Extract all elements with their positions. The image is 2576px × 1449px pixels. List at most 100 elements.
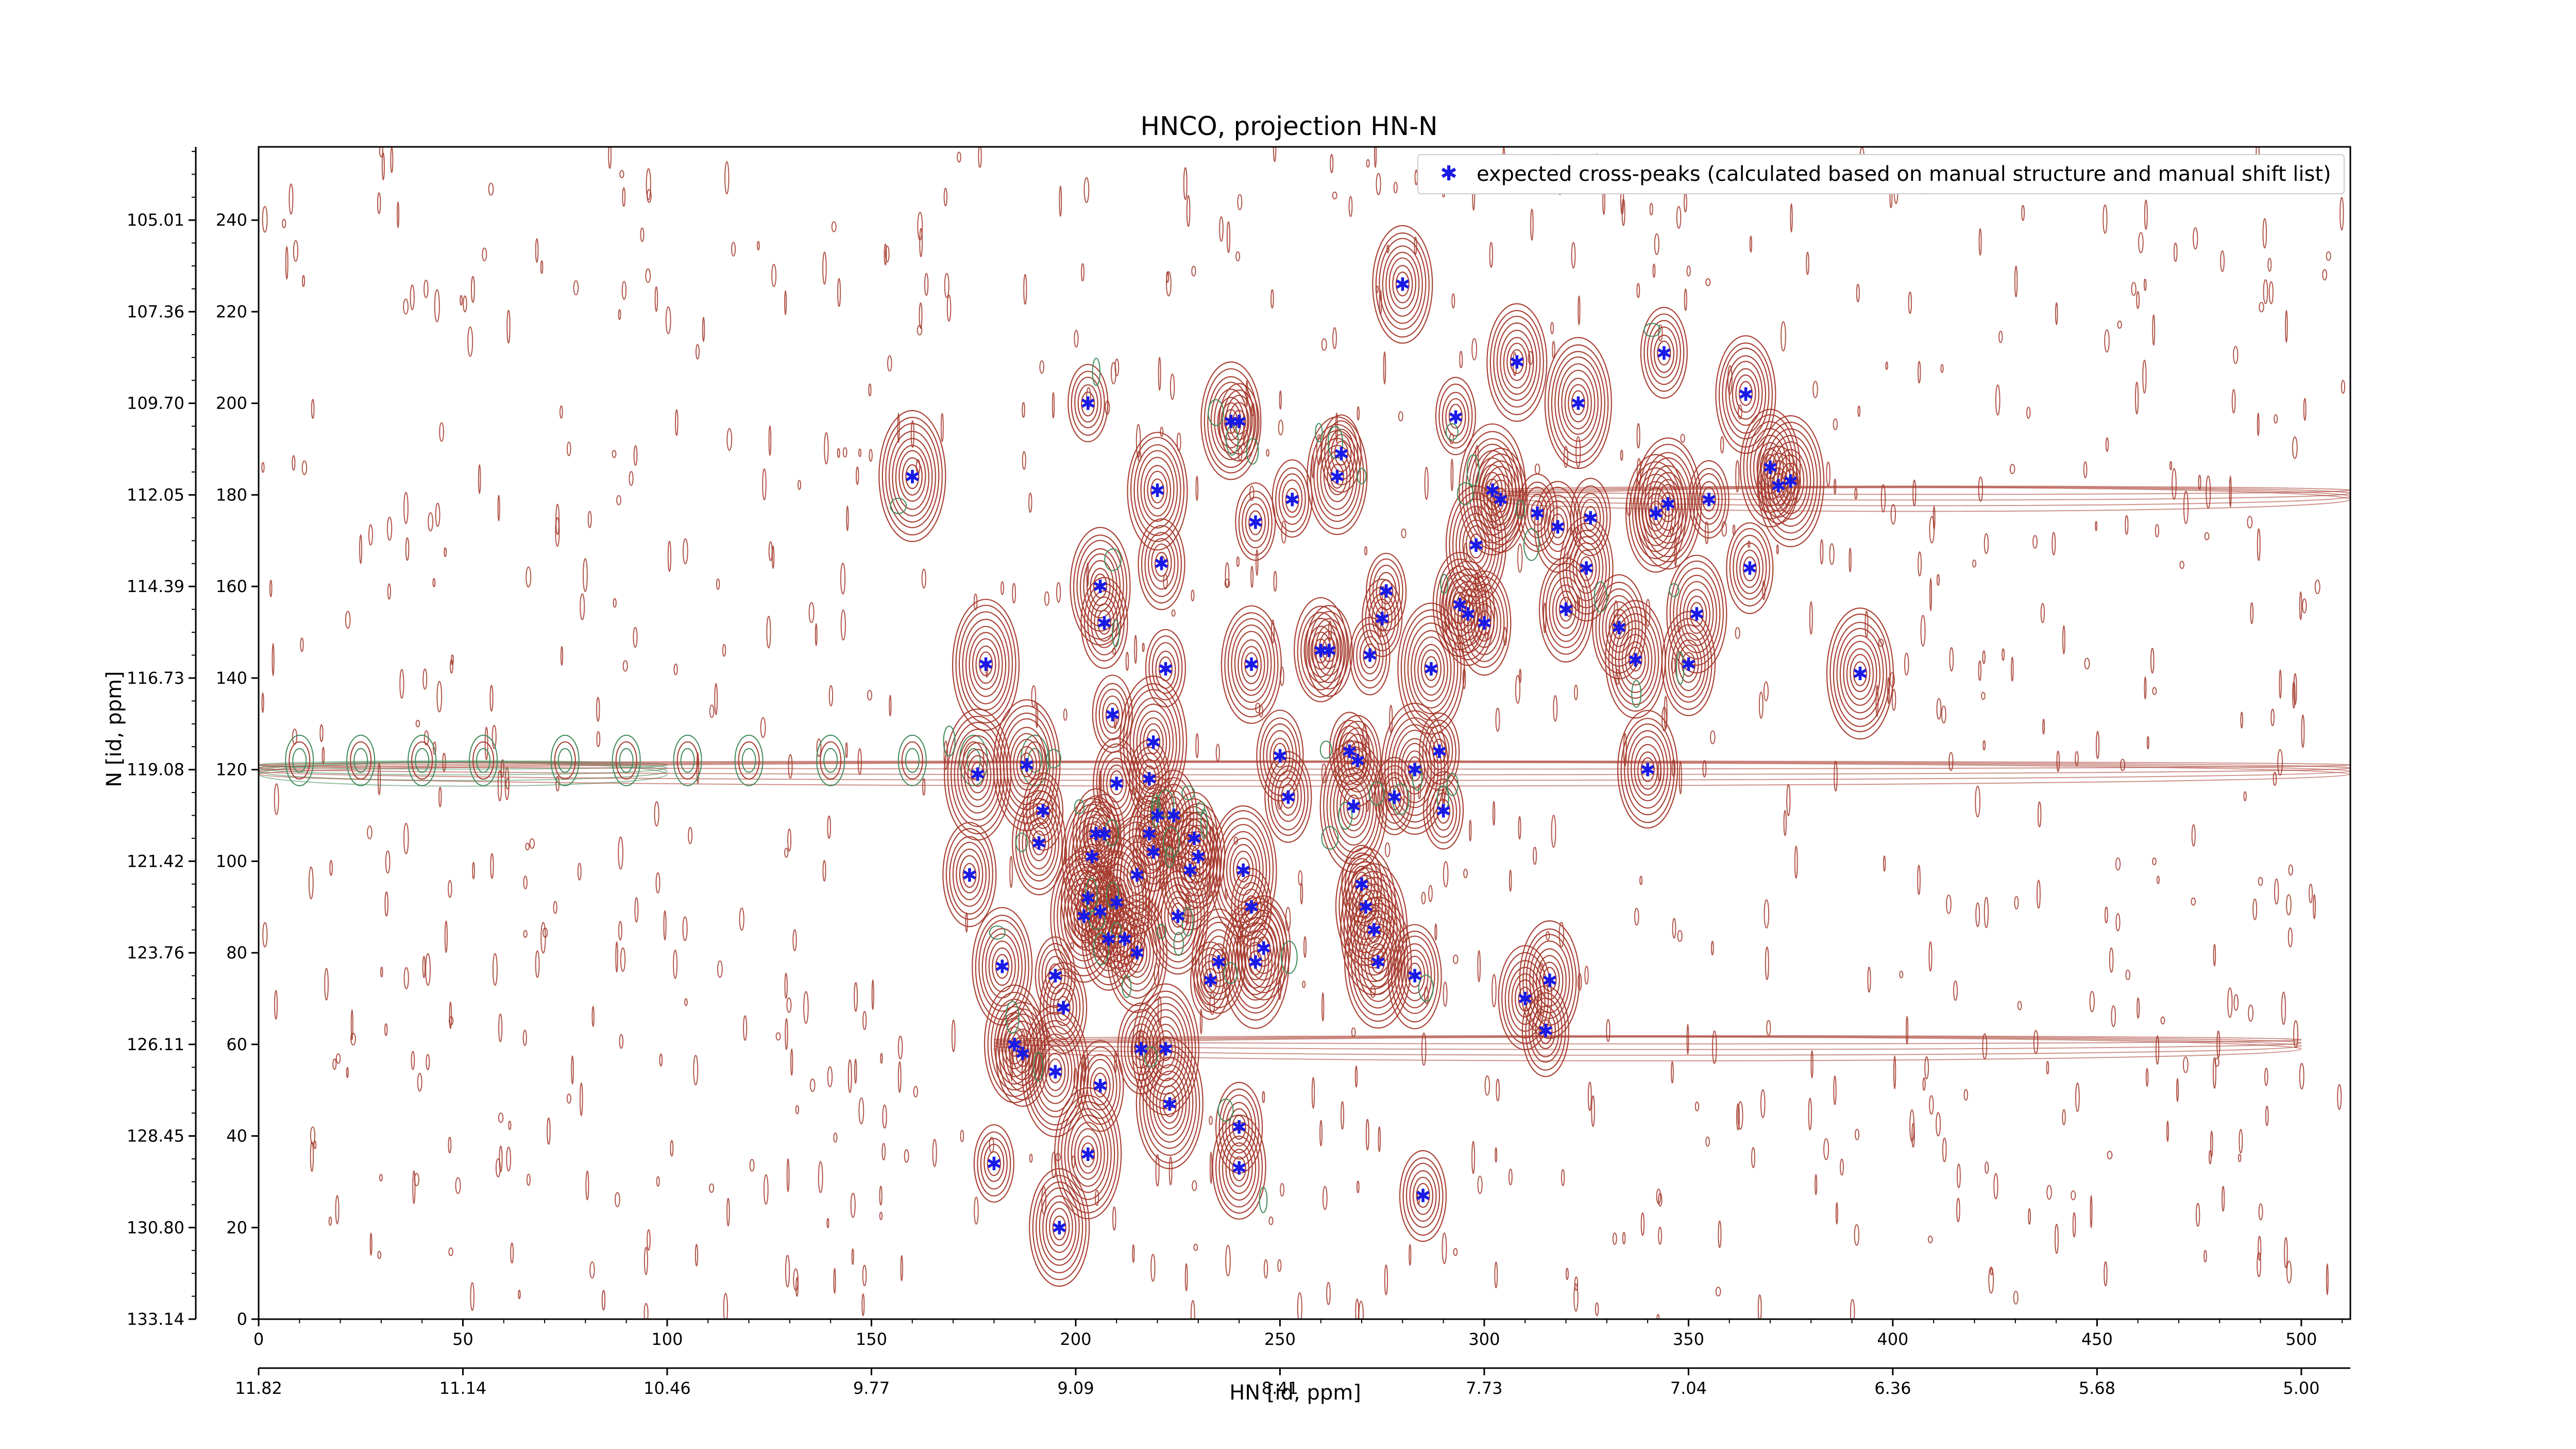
noise-contour xyxy=(1262,1091,1265,1103)
noise-contour xyxy=(1794,846,1798,879)
peak-contour xyxy=(1517,473,1558,552)
peak-contour xyxy=(1455,506,1497,584)
noise-contour xyxy=(2299,591,2302,620)
noise-contour xyxy=(854,982,858,1012)
peak-contour xyxy=(1318,631,1340,669)
noise-contour xyxy=(2183,491,2189,525)
negative-contour xyxy=(1165,847,1175,868)
peak-contour xyxy=(1177,806,1211,871)
peak-contour xyxy=(952,599,1020,731)
noise-contour xyxy=(490,853,494,879)
noise-contour xyxy=(867,689,872,701)
peak-contour xyxy=(1131,983,1199,1116)
peak-contour xyxy=(1380,772,1409,824)
peak-contour xyxy=(1132,746,1166,812)
peak-marker: ✱ xyxy=(1612,618,1627,639)
peak-contour xyxy=(1547,507,1568,546)
peak-contour xyxy=(1294,597,1348,702)
peak-contour xyxy=(1032,790,1054,829)
peak-contour xyxy=(1086,1058,1114,1111)
peak-contour xyxy=(959,855,980,894)
legend-marker: ✱ xyxy=(1440,162,1458,186)
peak-marker: ✱ xyxy=(1460,604,1476,625)
peak-marker: ✱ xyxy=(1142,769,1157,790)
peak-contour xyxy=(1464,583,1505,662)
y-ppm-tick-label: 128.45 xyxy=(127,1126,184,1146)
noise-contour xyxy=(2142,360,2147,394)
peak-contour xyxy=(1661,492,1675,517)
peak-contour xyxy=(1540,495,1575,560)
negative-contour xyxy=(1111,922,1122,938)
noise-contour xyxy=(785,1255,790,1288)
peak-marker: ✱ xyxy=(1256,938,1272,959)
peak-contour xyxy=(1571,390,1585,415)
noise-contour xyxy=(2009,464,2015,475)
peak-marker: ✱ xyxy=(1771,476,1786,497)
noise-contour xyxy=(2326,1263,2329,1295)
ridge-bulb-contour xyxy=(680,748,695,773)
peak-contour xyxy=(965,626,1007,704)
peak-marker: ✱ xyxy=(1052,1218,1067,1239)
noise-contour xyxy=(2104,329,2110,353)
noise-contour xyxy=(1453,954,1459,964)
peak-contour xyxy=(1238,930,1273,996)
noise-contour xyxy=(1763,681,1769,702)
peak-contour xyxy=(1429,732,1450,770)
peak-contour xyxy=(892,437,933,517)
noise-contour xyxy=(432,742,436,755)
peak-contour xyxy=(1424,656,1438,681)
noise-contour xyxy=(2072,1212,2076,1238)
peak-contour xyxy=(1366,552,1407,631)
peak-contour xyxy=(1691,468,1726,533)
noise-contour xyxy=(1409,1244,1412,1266)
peak-contour xyxy=(1074,376,1102,429)
noise-contour xyxy=(1256,549,1259,576)
noise-contour xyxy=(2037,801,2042,828)
noise-contour xyxy=(261,693,264,713)
noise-contour xyxy=(709,704,715,718)
peak-contour xyxy=(988,940,1016,992)
peak-contour xyxy=(1102,695,1123,734)
noise-contour xyxy=(1236,556,1240,567)
noise-contour xyxy=(827,815,831,839)
negative-contour xyxy=(1319,740,1332,759)
noise-contour xyxy=(2052,532,2056,555)
peak-contour xyxy=(1680,581,1714,646)
x-tick-label: 500 xyxy=(2285,1329,2317,1349)
noise-contour xyxy=(654,286,658,312)
noise-contour xyxy=(932,1139,937,1167)
noise-contour xyxy=(410,284,415,310)
peak-marker: ✱ xyxy=(1162,1094,1177,1115)
noise-contour xyxy=(974,1197,979,1225)
peak-contour xyxy=(1388,257,1416,309)
noise-contour xyxy=(616,495,621,506)
noise-contour xyxy=(861,1293,865,1317)
noise-contour xyxy=(1920,615,1926,647)
peak-contour xyxy=(1764,428,1818,534)
noise-contour xyxy=(1443,861,1449,887)
noise-contour xyxy=(310,1141,314,1172)
noise-contour xyxy=(1321,992,1325,1022)
noise-contour xyxy=(862,1265,867,1287)
peak-contour xyxy=(1109,770,1124,796)
noise-contour xyxy=(1321,763,1327,784)
peak-contour xyxy=(1493,315,1541,408)
y-tick-label: 40 xyxy=(226,1126,247,1146)
noise-contour xyxy=(2191,824,2196,847)
peak-contour xyxy=(980,1138,1008,1190)
noise-contour xyxy=(757,241,760,250)
peak-contour xyxy=(956,848,984,901)
peak-marker: ✱ xyxy=(1333,444,1349,465)
noise-contour xyxy=(471,276,475,303)
noise-contour xyxy=(2284,1237,2288,1269)
noise-contour xyxy=(2083,461,2088,478)
noise-contour xyxy=(324,968,329,1001)
peak-contour xyxy=(1009,733,1044,798)
noise-contour xyxy=(1684,288,1687,311)
noise-contour xyxy=(2152,314,2156,346)
y-tick-label: 220 xyxy=(216,302,247,322)
noise-contour xyxy=(444,547,447,557)
peak-contour xyxy=(1678,645,1699,683)
negative-contour xyxy=(1163,827,1180,857)
noise-contour xyxy=(1906,1016,1909,1045)
